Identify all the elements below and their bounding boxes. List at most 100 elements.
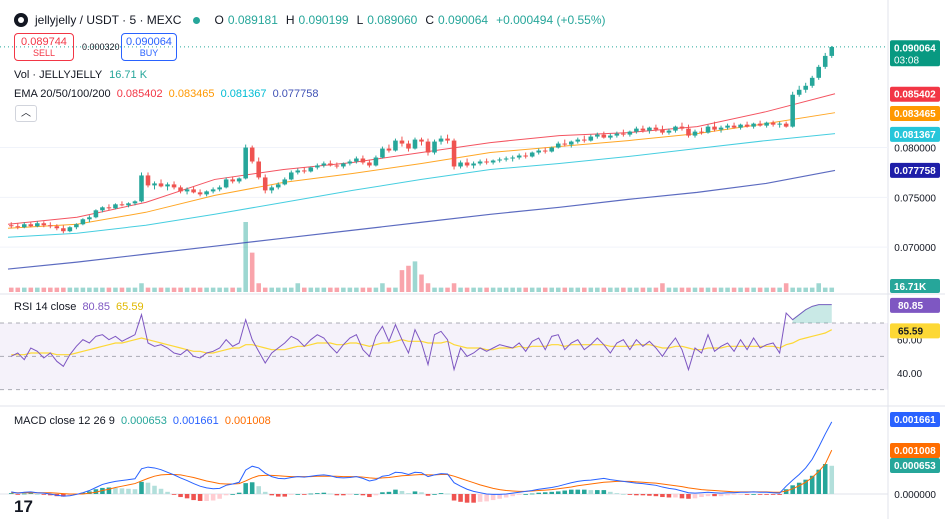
candle-body <box>575 139 581 142</box>
candle-body <box>282 179 288 185</box>
macd-hist-bar <box>191 494 196 501</box>
macd-hist-bar <box>184 494 190 499</box>
macd-hist-bar <box>93 489 99 494</box>
macd-hist-bar <box>790 485 795 494</box>
candle-body <box>666 130 672 133</box>
candle-body <box>536 150 541 153</box>
ema-legend[interactable]: EMA 20/50/100/200 0.085402 0.083465 0.08… <box>14 88 318 100</box>
candle-body <box>783 123 789 127</box>
macd-hist-bar <box>555 491 561 494</box>
ema100-value: 0.081367 <box>220 88 267 100</box>
volume-bar <box>627 287 633 292</box>
volume-bar <box>119 287 125 292</box>
candle-body <box>770 122 776 125</box>
macd-hist-bar <box>673 494 678 498</box>
macd-hist-bar <box>438 493 444 494</box>
volume-bar <box>595 287 600 292</box>
candle-body <box>438 138 444 142</box>
volume-bar <box>490 287 496 292</box>
macd-hist-bar <box>243 483 248 494</box>
candle-body <box>243 147 248 179</box>
volume-bar <box>48 287 53 292</box>
volume-bar <box>328 287 333 292</box>
candle-body <box>360 158 366 163</box>
candle-body <box>288 172 294 180</box>
macd-tick-label: 0.000000 <box>894 490 936 501</box>
macd-hist-bar <box>777 494 782 495</box>
candle-body <box>87 217 92 220</box>
candle-body <box>8 225 14 227</box>
candle-body <box>302 170 307 172</box>
candle-body <box>204 191 209 195</box>
candle-body <box>419 139 424 142</box>
macd-hist-bar <box>15 494 21 495</box>
tradingview-logo-icon[interactable]: 17 <box>14 497 33 516</box>
candle-body <box>393 140 398 151</box>
volume-bar <box>699 287 704 292</box>
candle-body <box>275 184 281 188</box>
macd-hist-bar <box>660 494 665 498</box>
volume-bar <box>295 283 301 292</box>
macd-hist-bar <box>80 492 86 494</box>
macd-hist-value: 0.000653 <box>120 415 167 427</box>
macd-legend[interactable]: MACD close 12 26 9 0.000653 0.001661 0.0… <box>14 415 271 427</box>
price-tick-label: 0.080000 <box>894 144 936 155</box>
volume-badge-label: 16.71K <box>894 282 927 293</box>
volume-bar <box>223 287 229 292</box>
candle-body <box>679 126 685 129</box>
volume-bar <box>145 287 151 292</box>
macd-hist-bar <box>757 494 763 495</box>
candle-body <box>22 224 27 228</box>
macd-hist-bar <box>718 494 724 497</box>
candle-body <box>48 225 53 227</box>
macd-hist-bar <box>22 493 27 495</box>
macd-hist-bar <box>28 493 34 494</box>
sell-button[interactable]: 0.089744 SELL <box>14 33 74 61</box>
candle-body <box>647 127 652 131</box>
macd-hist-bar <box>432 494 437 495</box>
macd-hist-bar <box>210 494 216 501</box>
macd-hist-bar <box>67 494 73 496</box>
price-tick-label: 0.070000 <box>894 243 936 254</box>
macd-hist-bar <box>764 494 769 495</box>
macd-badge-label: 0.001008 <box>894 446 936 457</box>
macd-hist-bar <box>738 494 743 495</box>
volume-bar <box>100 287 105 292</box>
volume-bar <box>210 287 216 292</box>
rsi-ma-badge <box>890 323 940 339</box>
buy-button[interactable]: 0.090064 BUY <box>121 33 177 61</box>
candle-body <box>399 140 405 144</box>
candle-body <box>165 184 170 187</box>
candle-body <box>80 219 86 225</box>
candle-body <box>451 140 457 167</box>
candle-body <box>516 155 522 158</box>
macd-badge <box>890 412 940 427</box>
volume-bar <box>718 287 724 292</box>
symbol-name[interactable]: jellyjelly / USDT · 5 · MEXC <box>35 13 182 27</box>
macd-hist-bar <box>445 493 450 495</box>
volume-bar <box>425 283 431 292</box>
candle-body <box>601 134 607 138</box>
macd-hist-bar <box>275 494 281 497</box>
volume-bar <box>28 287 34 292</box>
macd-hist-bar <box>614 493 620 494</box>
volume-legend[interactable]: Vol · JELLYJELLY 16.71 K <box>14 69 147 81</box>
volume-bar <box>777 287 782 292</box>
candle-body <box>35 223 40 227</box>
candle-body <box>790 94 795 127</box>
collapse-legend-button[interactable]: ︿ <box>15 105 37 122</box>
candle-body <box>477 161 483 164</box>
volume-bar <box>588 287 594 292</box>
macd-hist-bar <box>106 487 112 494</box>
macd-hist-bar <box>217 494 222 499</box>
candle-body <box>686 128 691 136</box>
rsi-legend[interactable]: RSI 14 close 80.85 65.59 <box>14 301 144 313</box>
volume-legend-label: Vol · JELLYJELLY <box>14 69 103 81</box>
macd-signal-value: 0.001008 <box>224 415 271 427</box>
volume-legend-value: 16.71 K <box>109 69 148 81</box>
macd-hist-bar <box>197 494 203 501</box>
macd-hist-bar <box>608 491 613 494</box>
volume-bar <box>132 287 138 292</box>
ohlc-high: 0.090199 <box>298 13 349 27</box>
macd-hist-bar <box>653 494 659 497</box>
